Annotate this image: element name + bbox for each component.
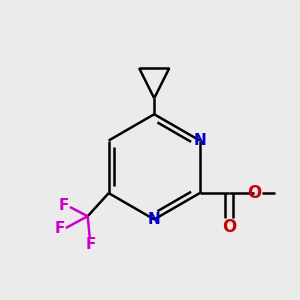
Text: F: F <box>85 236 96 251</box>
Text: F: F <box>54 220 64 236</box>
Text: N: N <box>194 133 206 148</box>
Text: F: F <box>59 198 69 213</box>
Text: O: O <box>222 218 236 236</box>
Text: N: N <box>148 212 161 227</box>
Text: O: O <box>247 184 262 202</box>
